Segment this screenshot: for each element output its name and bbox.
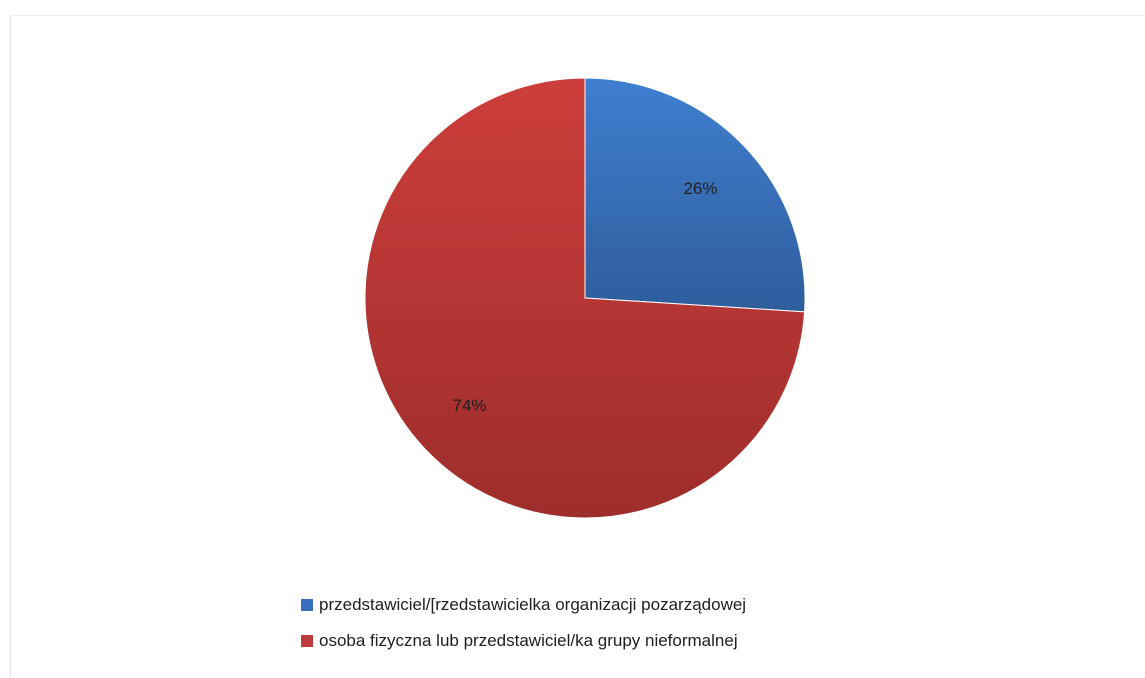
legend-label: przedstawiciel/[rzedstawicielka organiza… xyxy=(319,595,747,614)
legend-item: przedstawiciel/[rzedstawicielka organiza… xyxy=(301,594,746,616)
legend-label: osoba fizyczna lub przedstawiciel/ka gru… xyxy=(319,631,738,650)
pie-slice-0 xyxy=(584,77,806,313)
legend: przedstawiciel/[rzedstawicielka organiza… xyxy=(301,594,746,666)
data-label-1: 74% xyxy=(453,396,487,415)
legend-swatch-icon xyxy=(301,599,313,611)
chart-area: 26% 74% przedstawiciel/[rzedstawicielka o… xyxy=(10,15,1145,677)
data-label-0: 26% xyxy=(683,179,717,198)
legend-item: osoba fizyczna lub przedstawiciel/ka gru… xyxy=(301,630,746,652)
pie-slice-1 xyxy=(364,77,806,519)
legend-swatch-icon xyxy=(301,635,313,647)
pie-chart: 26% 74% xyxy=(364,77,806,519)
